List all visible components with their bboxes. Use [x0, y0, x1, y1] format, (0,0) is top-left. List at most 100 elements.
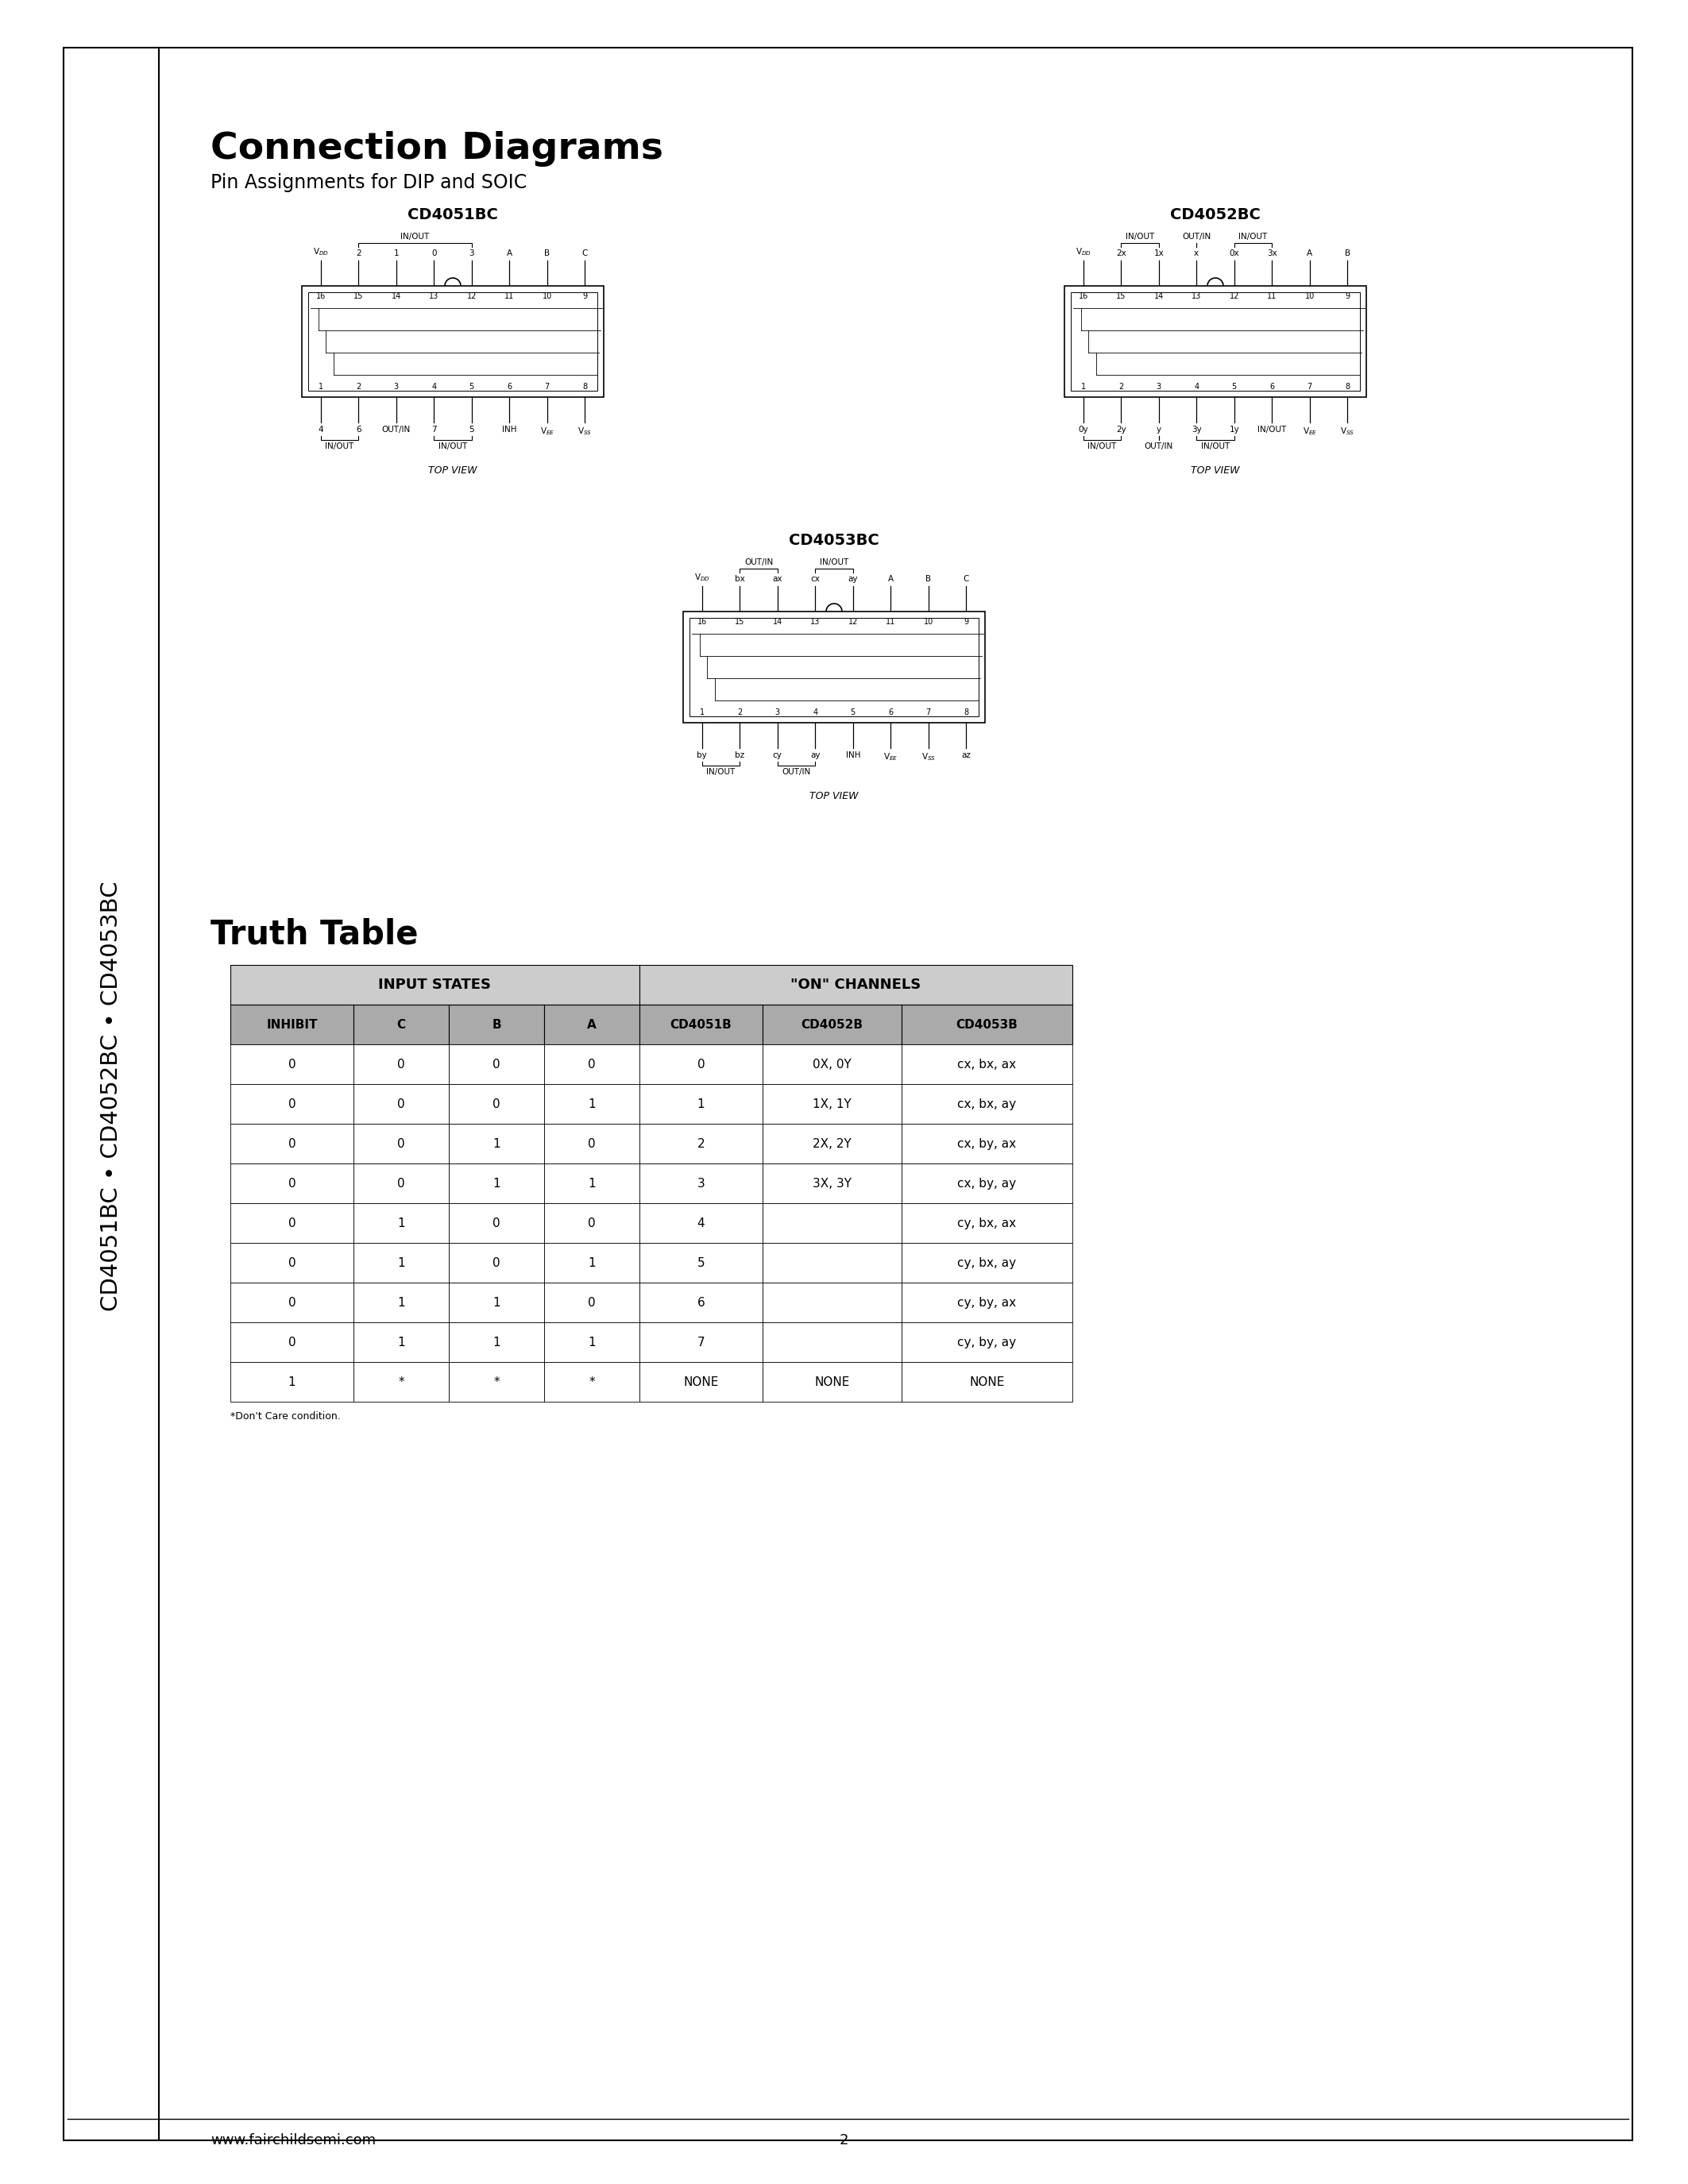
Text: 0: 0	[587, 1297, 596, 1308]
Text: IN/OUT: IN/OUT	[820, 559, 849, 566]
Text: OUT/IN: OUT/IN	[1182, 234, 1210, 240]
Text: 0: 0	[493, 1059, 500, 1070]
Text: 0: 0	[289, 1256, 295, 1269]
Bar	[230, 1321, 353, 1363]
Text: 1: 1	[587, 1256, 596, 1269]
Text: B: B	[491, 1018, 501, 1031]
Text: INPUT STATES: INPUT STATES	[378, 978, 491, 992]
Text: 1: 1	[697, 1099, 706, 1109]
Bar	[763, 1282, 901, 1321]
Bar	[901, 1044, 1072, 1083]
Text: CD4052BC: CD4052BC	[1170, 207, 1261, 223]
Text: A: A	[888, 574, 893, 583]
Text: 10: 10	[923, 618, 933, 627]
Text: 15: 15	[734, 618, 744, 627]
Text: 16: 16	[316, 293, 326, 299]
Bar	[353, 1363, 449, 1402]
Text: 10: 10	[1305, 293, 1315, 299]
Bar	[353, 1282, 449, 1321]
Bar	[901, 1164, 1072, 1203]
Text: TOP VIEW: TOP VIEW	[810, 791, 859, 802]
Text: *: *	[493, 1376, 500, 1387]
Text: V$_{SS}$: V$_{SS}$	[1340, 426, 1355, 437]
Bar	[763, 1164, 901, 1203]
Bar	[353, 1083, 449, 1125]
Text: NONE: NONE	[684, 1376, 719, 1387]
Text: 3: 3	[393, 382, 398, 391]
Text: CD4051BC: CD4051BC	[407, 207, 498, 223]
Text: 3: 3	[1156, 382, 1161, 391]
Bar	[449, 1243, 544, 1282]
Text: 1: 1	[699, 708, 704, 716]
Bar	[763, 1083, 901, 1125]
Bar	[302, 286, 604, 397]
Bar	[544, 1282, 640, 1321]
Text: 14: 14	[1155, 293, 1163, 299]
Text: 0: 0	[432, 249, 437, 258]
Bar	[544, 1044, 640, 1083]
Text: INH: INH	[501, 426, 517, 435]
Text: 0: 0	[587, 1138, 596, 1149]
Text: 0: 0	[493, 1256, 500, 1269]
Bar	[544, 1243, 640, 1282]
Bar	[353, 1125, 449, 1164]
Text: IN/OUT: IN/OUT	[400, 234, 429, 240]
Text: 2: 2	[738, 708, 743, 716]
Bar	[449, 1044, 544, 1083]
Text: 0y: 0y	[1079, 426, 1089, 435]
Text: www.fairchildsemi.com: www.fairchildsemi.com	[211, 2134, 376, 2147]
Text: 7: 7	[927, 708, 930, 716]
Text: cy, by, ay: cy, by, ay	[957, 1337, 1016, 1348]
Text: 0: 0	[397, 1138, 405, 1149]
Text: 2: 2	[356, 249, 361, 258]
Text: y: y	[1156, 426, 1161, 435]
Bar	[901, 1083, 1072, 1125]
Text: 6: 6	[356, 426, 361, 435]
Text: 0: 0	[289, 1059, 295, 1070]
Text: Connection Diagrams: Connection Diagrams	[211, 131, 663, 166]
Text: IN/OUT: IN/OUT	[1087, 443, 1116, 450]
Bar	[449, 1363, 544, 1402]
Text: A: A	[1307, 249, 1313, 258]
Text: V$_{EE}$: V$_{EE}$	[540, 426, 554, 437]
Text: *: *	[398, 1376, 403, 1387]
Text: A: A	[587, 1018, 596, 1031]
Text: 0: 0	[397, 1177, 405, 1190]
Text: ay: ay	[810, 751, 820, 760]
Text: IN/OUT: IN/OUT	[1258, 426, 1286, 435]
Text: 2: 2	[356, 382, 361, 391]
Text: 0: 0	[289, 1099, 295, 1109]
Text: IN/OUT: IN/OUT	[326, 443, 354, 450]
Bar	[640, 1125, 763, 1164]
Text: cx, bx, ay: cx, bx, ay	[957, 1099, 1016, 1109]
Text: 3: 3	[775, 708, 780, 716]
Bar	[230, 1125, 353, 1164]
Text: 2: 2	[839, 2134, 847, 2147]
Text: V$_{SS}$: V$_{SS}$	[922, 751, 935, 762]
Bar	[449, 1321, 544, 1363]
Bar	[544, 1203, 640, 1243]
Text: 0: 0	[397, 1059, 405, 1070]
Text: TOP VIEW: TOP VIEW	[1192, 465, 1239, 476]
Text: 10: 10	[542, 293, 552, 299]
Text: 8: 8	[582, 382, 587, 391]
Text: 1: 1	[493, 1337, 500, 1348]
Bar	[763, 1321, 901, 1363]
Bar	[449, 1125, 544, 1164]
Text: bx: bx	[734, 574, 744, 583]
Bar	[901, 1005, 1072, 1044]
Text: 1: 1	[493, 1297, 500, 1308]
Bar	[230, 1083, 353, 1125]
Text: 11: 11	[886, 618, 896, 627]
Text: "ON" CHANNELS: "ON" CHANNELS	[790, 978, 922, 992]
Text: CD4051B: CD4051B	[670, 1018, 733, 1031]
Bar	[230, 1203, 353, 1243]
Text: 9: 9	[582, 293, 587, 299]
Text: 12: 12	[1229, 293, 1239, 299]
Text: 0: 0	[697, 1059, 706, 1070]
Bar	[544, 1363, 640, 1402]
Text: 1: 1	[397, 1256, 405, 1269]
Bar	[544, 1125, 640, 1164]
Bar	[353, 1005, 449, 1044]
Text: CD4052B: CD4052B	[802, 1018, 863, 1031]
